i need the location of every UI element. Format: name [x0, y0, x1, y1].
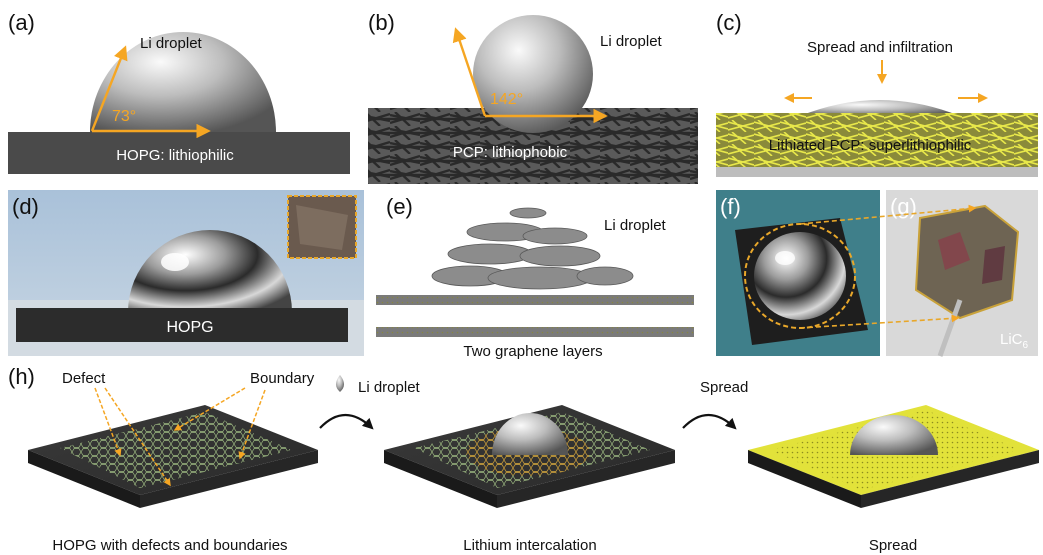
- panel-d-label: (d): [12, 194, 39, 219]
- inset-sheen: [296, 205, 348, 250]
- caption-2: Lithium intercalation: [463, 537, 596, 554]
- panel-h-label: (h): [8, 364, 35, 389]
- li-droplet-photo: [754, 232, 846, 320]
- panel-b-label: (b): [368, 10, 395, 35]
- flake-patch-2: [982, 246, 1005, 284]
- li-droplet: [90, 32, 276, 132]
- panel-e: (e) Li droplet Two graphene layers: [376, 194, 694, 360]
- panel-c-label: (c): [716, 10, 742, 35]
- reflection-highlight: [161, 253, 189, 271]
- connector-bottom: [799, 314, 960, 329]
- lic6-label: LiC6: [1000, 331, 1029, 351]
- droplet-label: Li droplet: [604, 217, 667, 234]
- graphene-layers-label: Two graphene layers: [463, 343, 602, 360]
- panel-a-label: (a): [8, 10, 35, 35]
- graphene-layer-2-atoms: [376, 327, 694, 337]
- bottom-layer: [716, 167, 1038, 177]
- substrate-label: PCP: lithiophobic: [453, 144, 568, 161]
- step1-label: Li droplet: [358, 379, 421, 396]
- boundary-arrow-1: [173, 387, 246, 431]
- contact-angle-arrow: [452, 27, 487, 117]
- defect-arrow-2: [104, 387, 171, 487]
- li-droplet: [492, 413, 568, 455]
- tweezer: [937, 299, 963, 357]
- panel-f: (f): [716, 190, 880, 356]
- hopg-block-2: [384, 405, 675, 508]
- panel-g-label: (g): [890, 194, 917, 219]
- contact-angle: 142°: [490, 91, 523, 108]
- panel-g: (g) LiC6: [886, 190, 1038, 357]
- panel-f-label: (f): [720, 194, 741, 219]
- step2-label: Spread: [700, 379, 748, 396]
- graphene-layer-1-atoms: [376, 295, 694, 305]
- defect-label: Defect: [62, 370, 106, 387]
- li-droplet-atoms: [431, 207, 634, 290]
- panel-e-label: (e): [386, 194, 413, 219]
- lic6-flake: [914, 204, 1020, 320]
- substrate-label: HOPG: lithiophilic: [116, 147, 234, 164]
- substrate-label: HOPG: [166, 319, 213, 336]
- step1-arrow: [319, 414, 374, 430]
- li-drop-icon: [336, 375, 344, 392]
- panel-d: (d) HOPG: [8, 190, 364, 356]
- panel-h: (h) Defect Boundary HOPG with defects an…: [8, 364, 1039, 554]
- droplet-label: Li droplet: [140, 35, 203, 52]
- droplet-label: Li droplet: [600, 33, 663, 50]
- step2-arrow: [682, 414, 737, 430]
- li-droplet: [850, 415, 938, 455]
- panel-a: (a) Li droplet 73° HOPG: lithiophilic: [8, 10, 350, 174]
- li-droplet-photo: [128, 230, 292, 312]
- hopg-block-1: [28, 405, 318, 508]
- contact-angle: 73°: [112, 108, 136, 125]
- panel-c: (c) Spread and infiltration Lithiated PC…: [716, 10, 1038, 177]
- hopg-block: [16, 308, 348, 342]
- lithiated-fibers: [716, 113, 1038, 167]
- caption-1: HOPG with defects and boundaries: [52, 537, 287, 554]
- flake-patch-1: [938, 232, 970, 270]
- spread-droplet: [800, 100, 960, 116]
- li-droplet: [473, 15, 593, 133]
- spread-infiltration-label: Spread and infiltration: [807, 39, 953, 56]
- substrate-label: Lithiated PCP: superlithiophilic: [769, 137, 972, 154]
- caption-3: Spread: [869, 537, 917, 554]
- contact-angle-arrow: [90, 45, 128, 132]
- hopg-substrate: [8, 132, 350, 174]
- connector-top: [799, 204, 977, 225]
- boundary-arrow-2: [238, 389, 266, 460]
- panel-b: (b) Li droplet 142° PCP: lithiophobic: [368, 10, 698, 184]
- reflection-highlight: [775, 251, 795, 265]
- boundary-label: Boundary: [250, 370, 315, 387]
- hopg-block-3: [748, 405, 1039, 508]
